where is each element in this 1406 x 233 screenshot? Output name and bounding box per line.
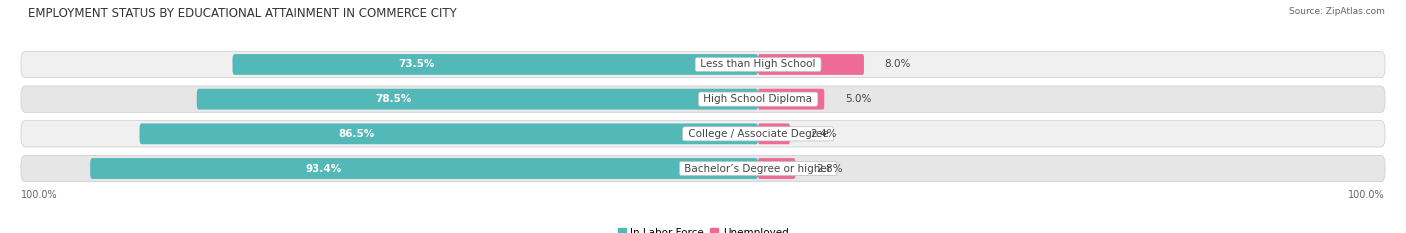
FancyBboxPatch shape xyxy=(758,54,863,75)
Text: Bachelor’s Degree or higher: Bachelor’s Degree or higher xyxy=(682,164,835,174)
Text: 100.0%: 100.0% xyxy=(1348,190,1385,200)
Legend: In Labor Force, Unemployed: In Labor Force, Unemployed xyxy=(613,224,793,233)
FancyBboxPatch shape xyxy=(21,155,1385,182)
Text: 5.0%: 5.0% xyxy=(845,94,872,104)
FancyBboxPatch shape xyxy=(758,158,796,179)
FancyBboxPatch shape xyxy=(21,121,1385,147)
Text: 2.4%: 2.4% xyxy=(810,129,837,139)
Text: College / Associate Degree: College / Associate Degree xyxy=(685,129,831,139)
Text: 2.8%: 2.8% xyxy=(815,164,842,174)
Text: EMPLOYMENT STATUS BY EDUCATIONAL ATTAINMENT IN COMMERCE CITY: EMPLOYMENT STATUS BY EDUCATIONAL ATTAINM… xyxy=(28,7,457,20)
Text: High School Diploma: High School Diploma xyxy=(700,94,815,104)
Text: Source: ZipAtlas.com: Source: ZipAtlas.com xyxy=(1289,7,1385,16)
Text: 8.0%: 8.0% xyxy=(884,59,911,69)
Text: 86.5%: 86.5% xyxy=(337,129,374,139)
Text: Less than High School: Less than High School xyxy=(697,59,818,69)
Text: 100.0%: 100.0% xyxy=(21,190,58,200)
FancyBboxPatch shape xyxy=(139,123,758,144)
FancyBboxPatch shape xyxy=(758,89,824,110)
FancyBboxPatch shape xyxy=(21,51,1385,78)
FancyBboxPatch shape xyxy=(21,86,1385,112)
Text: 78.5%: 78.5% xyxy=(375,94,412,104)
Text: 93.4%: 93.4% xyxy=(307,164,342,174)
Text: 73.5%: 73.5% xyxy=(398,59,434,69)
FancyBboxPatch shape xyxy=(90,158,758,179)
FancyBboxPatch shape xyxy=(197,89,758,110)
FancyBboxPatch shape xyxy=(232,54,758,75)
FancyBboxPatch shape xyxy=(758,123,790,144)
